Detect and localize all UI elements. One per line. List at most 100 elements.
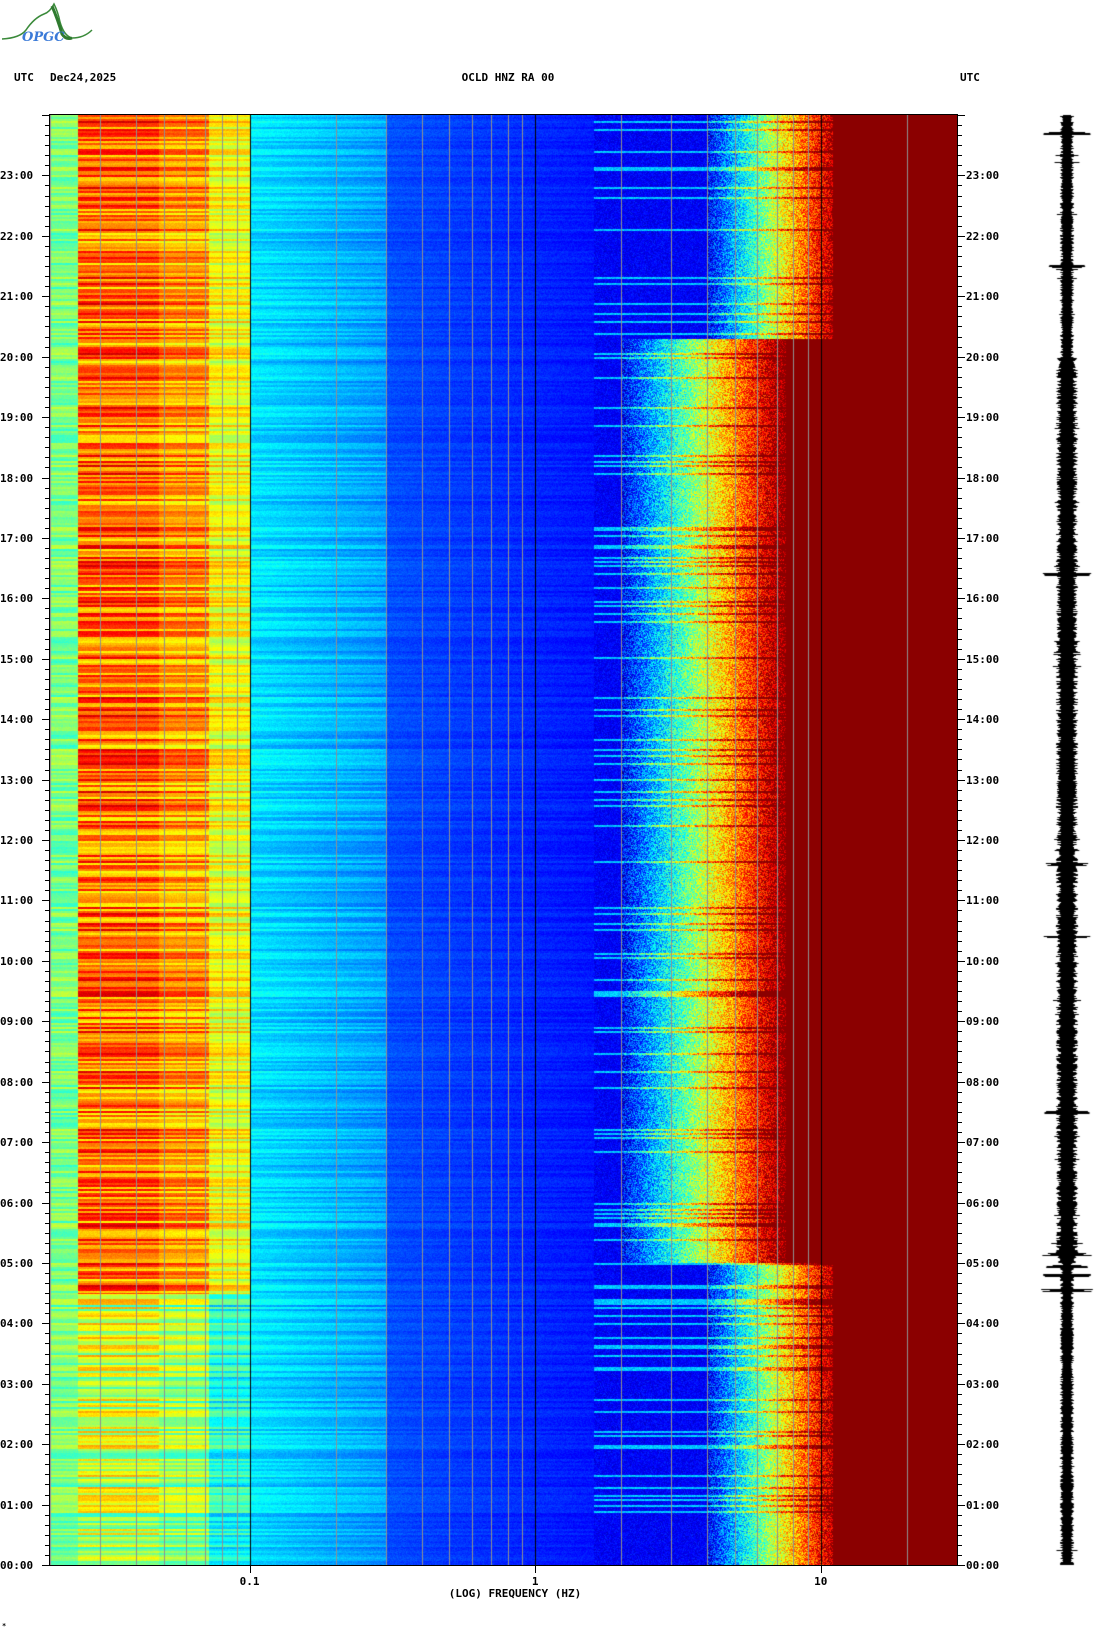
y-minor-tick-left (45, 488, 50, 489)
y-major-tick-left (42, 236, 50, 237)
y-minor-tick-left (45, 1102, 50, 1103)
y-minor-tick-left (45, 1031, 50, 1032)
y-minor-tick-right (957, 1132, 962, 1133)
y-minor-tick-right (957, 1333, 962, 1334)
x-tick-label: 0.1 (239, 1575, 260, 1588)
y-tick-label-left: 17:00 (0, 531, 34, 545)
y-minor-tick-right (957, 367, 962, 368)
y-minor-tick-left (45, 1495, 50, 1496)
y-minor-tick-left (45, 820, 50, 821)
y-minor-tick-left (45, 1535, 50, 1536)
x-tick (250, 1566, 251, 1573)
y-minor-tick-left (45, 185, 50, 186)
y-minor-tick-right (957, 608, 962, 609)
y-minor-tick-left (45, 1525, 50, 1526)
y-major-tick-left (42, 1082, 50, 1083)
y-major-tick-right (957, 1021, 965, 1022)
y-minor-tick-right (957, 125, 962, 126)
y-major-tick-right (957, 780, 965, 781)
y-major-tick-left (42, 1203, 50, 1204)
y-minor-tick-left (45, 1293, 50, 1294)
y-minor-tick-right (957, 1303, 962, 1304)
y-minor-tick-left (45, 155, 50, 156)
y-minor-tick-right (957, 1474, 962, 1475)
y-minor-tick-right (957, 1162, 962, 1163)
y-major-tick-right (957, 1505, 965, 1506)
y-minor-tick-right (957, 1192, 962, 1193)
y-minor-tick-right (957, 729, 962, 730)
y-tick-label-left: 14:00 (0, 713, 34, 727)
y-minor-tick-left (45, 437, 50, 438)
y-minor-tick-right (957, 1464, 962, 1465)
y-minor-tick-right (957, 326, 962, 327)
y-minor-tick-left (45, 629, 50, 630)
y-minor-tick-left (45, 790, 50, 791)
y-minor-tick-left (45, 1303, 50, 1304)
y-minor-tick-left (45, 508, 50, 509)
y-minor-tick-left (45, 921, 50, 922)
y-minor-tick-left (45, 1192, 50, 1193)
y-minor-tick-right (957, 1394, 962, 1395)
y-tick-label-right: 13:00 (966, 773, 1000, 787)
y-minor-tick-left (45, 1011, 50, 1012)
y-major-tick-right (957, 1444, 965, 1445)
y-major-tick-right (957, 236, 965, 237)
y-minor-tick-right (957, 1152, 962, 1153)
y-minor-tick-right (957, 1072, 962, 1073)
y-minor-tick-right (957, 941, 962, 942)
y-tick-label-left: 09:00 (0, 1015, 34, 1029)
y-tick-label-right: 05:00 (966, 1256, 1000, 1270)
y-major-tick-right (957, 659, 965, 660)
y-minor-tick-right (957, 1374, 962, 1375)
y-minor-tick-right (957, 1172, 962, 1173)
right-timezone: UTC (960, 71, 980, 84)
y-major-tick-right (957, 1323, 965, 1324)
y-minor-tick-left (45, 830, 50, 831)
y-minor-tick-left (45, 1253, 50, 1254)
y-minor-tick-left (45, 931, 50, 932)
y-minor-tick-left (45, 1364, 50, 1365)
y-major-tick-right (957, 478, 965, 479)
y-minor-tick-right (957, 467, 962, 468)
y-minor-tick-left (45, 206, 50, 207)
y-major-tick-right (957, 961, 965, 962)
opgc-logo: OPGC (0, 0, 100, 48)
y-tick-label-right: 17:00 (966, 531, 1000, 545)
y-tick-label-left: 16:00 (0, 592, 34, 606)
y-minor-tick-right (957, 1404, 962, 1405)
y-minor-tick-left (45, 870, 50, 871)
y-minor-tick-right (957, 347, 962, 348)
y-minor-tick-left (45, 649, 50, 650)
y-minor-tick-right (957, 155, 962, 156)
y-minor-tick-right (957, 568, 962, 569)
y-minor-tick-right (957, 1525, 962, 1526)
y-minor-tick-right (957, 749, 962, 750)
y-minor-tick-right (957, 1414, 962, 1415)
y-minor-tick-left (45, 639, 50, 640)
y-minor-tick-left (45, 1464, 50, 1465)
y-minor-tick-left (45, 1162, 50, 1163)
y-minor-tick-left (45, 1172, 50, 1173)
y-minor-tick-right (957, 387, 962, 388)
y-minor-tick-left (45, 669, 50, 670)
y-major-tick-left (42, 1565, 50, 1566)
y-tick-label-right: 18:00 (966, 471, 1000, 485)
y-tick-label-right: 04:00 (966, 1317, 1000, 1331)
y-minor-tick-right (957, 1112, 962, 1113)
y-tick-label-left: 10:00 (0, 954, 34, 968)
y-minor-tick-right (957, 1484, 962, 1485)
y-minor-tick-left (45, 447, 50, 448)
y-minor-tick-left (45, 1354, 50, 1355)
y-minor-tick-right (957, 135, 962, 136)
y-tick-label-right: 14:00 (966, 713, 1000, 727)
y-minor-tick-right (957, 548, 962, 549)
y-minor-tick-left (45, 558, 50, 559)
y-minor-tick-left (45, 467, 50, 468)
y-minor-tick-left (45, 1515, 50, 1516)
y-tick-label-left: 03:00 (0, 1377, 34, 1391)
left-timezone: UTC (14, 71, 34, 84)
y-tick-label-left: 07:00 (0, 1136, 34, 1150)
y-minor-tick-left (45, 910, 50, 911)
y-minor-tick-left (45, 1484, 50, 1485)
y-minor-tick-right (957, 1293, 962, 1294)
